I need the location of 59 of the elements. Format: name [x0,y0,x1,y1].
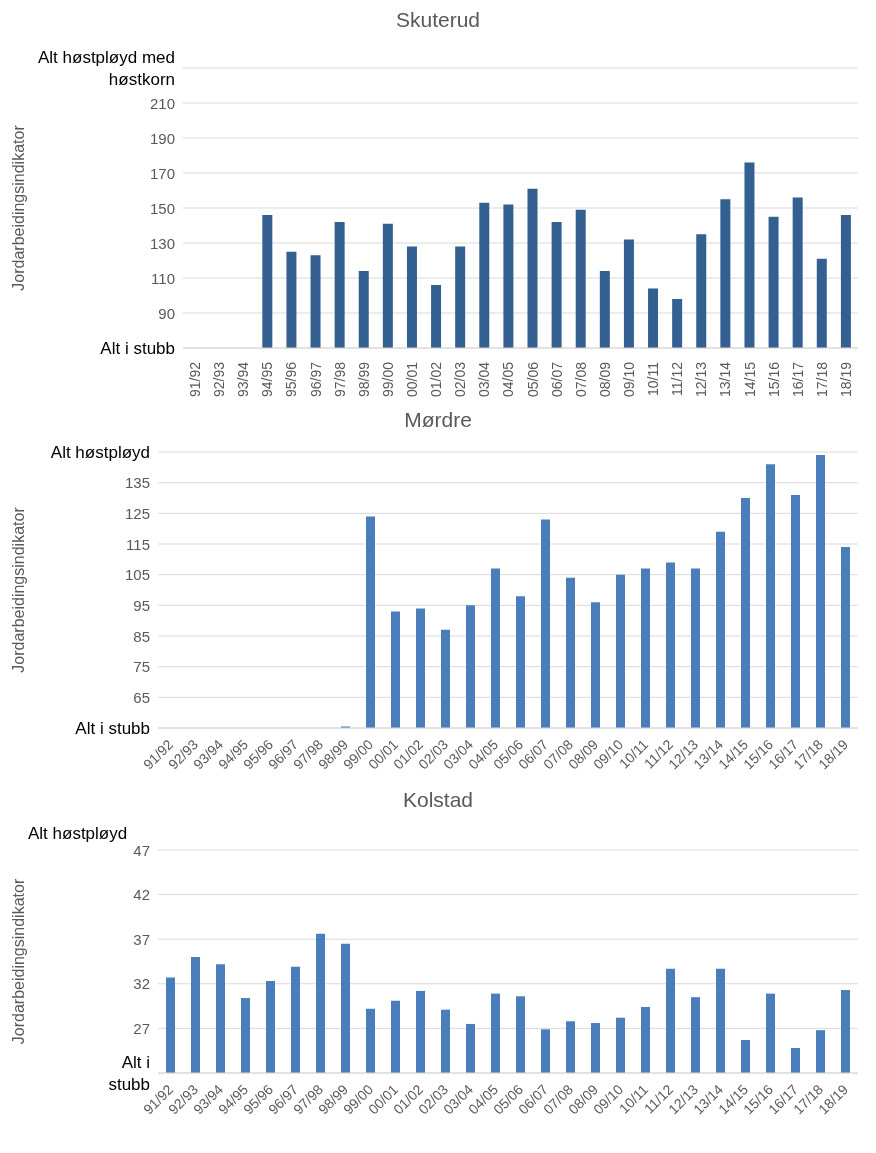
y-tick-label: Alt høstpløyd med høstkorn [38,47,175,89]
x-tick-label: 09/10 [620,361,637,398]
x-tick-label: 00/01 [404,361,421,398]
x-tick-label: 08/09 [596,361,613,398]
y-tick-label: 110 [151,269,175,287]
y-tick-label: 150 [149,199,175,217]
y-tick-label: Alt i stubb [75,718,150,738]
x-tick-label: 10/11 [645,361,662,396]
y-tick-label: 90 [158,304,175,322]
y-axis-title: Jordarbeidingsindikator [9,878,27,1045]
x-tick-label: 05/06 [524,361,541,398]
x-tick-label: 93/94 [235,361,252,398]
x-tick-label: 96/97 [307,361,324,398]
y-tick-label: 170 [149,164,175,182]
x-tick-label: 97/98 [331,361,348,398]
x-tick-label: 11/12 [669,361,686,396]
x-tick-label: 18/19 [837,361,854,398]
y-tick-label: 37 [133,930,150,948]
y-tick-label: 75 [133,658,150,676]
x-tick-label: 01/02 [428,361,445,398]
y-tick-label: 47 [133,841,150,859]
y-tick-label: 190 [149,129,175,147]
chart-title: Skuterud [394,8,482,33]
x-tick-label: 99/00 [379,361,396,398]
y-tick-label: Alt i stubb [100,338,175,358]
y-tick-label: 125 [124,504,150,522]
y-tick-label: 95 [133,596,150,614]
x-tick-label: 07/08 [572,361,589,398]
y-tick-label: 27 [133,1019,150,1037]
y-tick-label: 135 [124,474,150,492]
x-tick-label: 16/17 [789,361,806,398]
x-tick-label: 12/13 [693,361,710,398]
y-axis-title: Jordarbeidingsindikator [9,124,27,291]
y-tick-label: 65 [133,688,150,706]
x-tick-label: 92/93 [211,361,228,398]
x-tick-label: 17/18 [813,361,830,398]
x-tick-label: 06/07 [548,361,565,398]
y-tick-label: 85 [133,627,150,645]
x-tick-label: 98/99 [355,361,372,398]
x-tick-label: 03/04 [476,361,493,398]
y-tick-label: Alt høstpløyd [50,442,150,462]
x-tick-label: 91/92 [187,361,204,398]
x-tick-label: 95/96 [283,361,300,398]
chart-title: Kolstad [401,788,474,813]
x-tick-label: 94/95 [259,361,276,398]
x-tick-label: 04/05 [500,361,517,398]
y-tick-label: 115 [126,535,150,553]
x-tick-label: 13/14 [717,361,734,398]
x-tick-label: 14/15 [741,361,758,398]
text: Alt høstpløyd [28,824,128,844]
y-tick-label: 130 [149,234,175,252]
y-tick-label: 105 [124,566,150,584]
y-tick-label: 210 [149,94,175,112]
y-tick-label: 32 [133,975,150,993]
y-tick-label: 42 [133,886,150,904]
chart-title: Mørdre [403,408,473,433]
x-tick-label: 02/03 [452,361,469,398]
x-tick-label: 15/16 [765,361,782,398]
y-axis-title: Jordarbeidingsindikator [9,506,27,673]
